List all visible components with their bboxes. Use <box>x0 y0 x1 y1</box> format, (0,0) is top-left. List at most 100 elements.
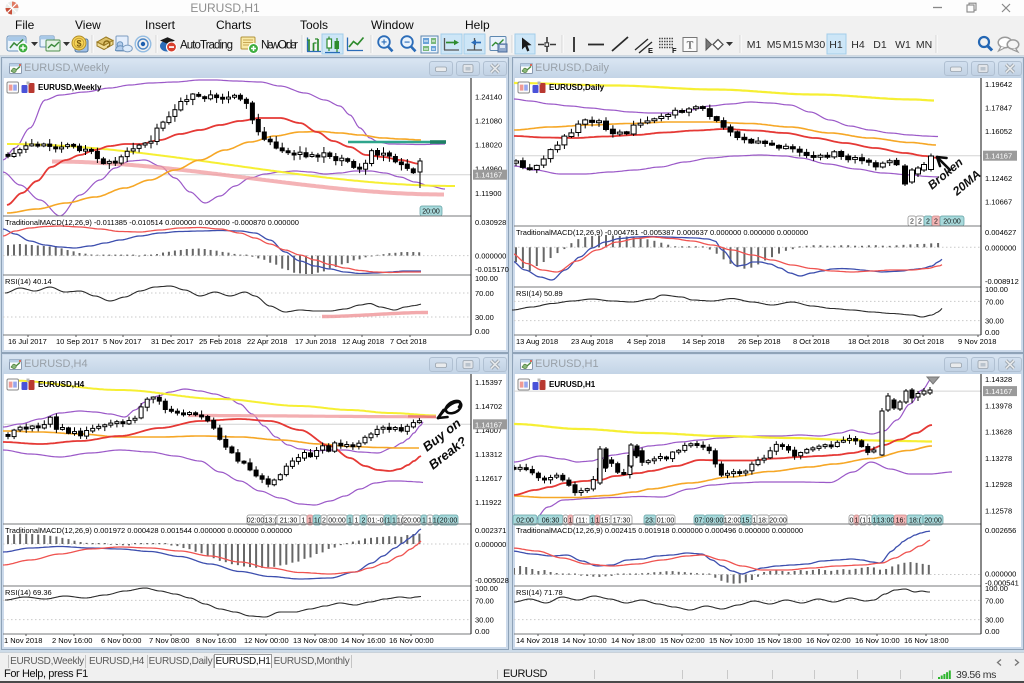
svg-text:15 Nov 18:00: 15 Nov 18:00 <box>757 636 802 645</box>
svg-text:18 Oct 2018: 18 Oct 2018 <box>848 337 889 346</box>
svg-text:0.000000: 0.000000 <box>475 540 506 549</box>
svg-text:14 Nov 10:00: 14 Nov 10:00 <box>562 636 607 645</box>
svg-text:1: 1 <box>392 518 396 525</box>
svg-text:16:: 16: <box>896 518 906 525</box>
svg-text:1: 1 <box>355 518 359 525</box>
svg-text:12 Nov 00:00: 12 Nov 00:00 <box>244 636 289 645</box>
svg-text:100.00: 100.00 <box>475 274 498 283</box>
svg-text:1.14702: 1.14702 <box>475 402 502 411</box>
svg-text:1.18020: 1.18020 <box>475 141 502 150</box>
svg-text:70.00: 70.00 <box>985 298 1004 307</box>
svg-text:1.24140: 1.24140 <box>475 92 502 101</box>
svg-text:1: 1 <box>308 518 312 525</box>
svg-text:RSI(14) 71.78: RSI(14) 71.78 <box>516 588 563 597</box>
svg-text:2: 2 <box>362 518 366 525</box>
svg-text:14 Nov 18:00: 14 Nov 18:00 <box>611 636 656 645</box>
svg-text:02:00: 02:00 <box>247 518 265 525</box>
svg-text:100.00: 100.00 <box>985 584 1008 593</box>
svg-text:4 Sep 2018: 4 Sep 2018 <box>627 337 665 346</box>
svg-text:1.12578: 1.12578 <box>985 507 1012 516</box>
svg-text:1: 1 <box>569 518 573 525</box>
svg-text:16 Nov 00:00: 16 Nov 00:00 <box>389 636 434 645</box>
svg-text:-0.005028: -0.005028 <box>475 576 509 585</box>
svg-text:70.00: 70.00 <box>985 597 1004 606</box>
svg-text:1.10667: 1.10667 <box>985 198 1012 207</box>
svg-text:15:: 15: <box>742 518 752 525</box>
svg-text:1: 1 <box>596 518 600 525</box>
svg-text:RSI(14) 50.89: RSI(14) 50.89 <box>516 289 563 298</box>
svg-text:1.14007: 1.14007 <box>475 426 502 435</box>
svg-text:31 Dec 2017: 31 Dec 2017 <box>151 337 194 346</box>
svg-text:0.00: 0.00 <box>475 627 490 636</box>
svg-text:AutoTrading: AutoTrading <box>180 40 233 52</box>
svg-text:TraditionalMACD(12,26,9) -0.01: TraditionalMACD(12,26,9) -0.011385 -0.01… <box>5 218 299 227</box>
svg-text:13 Nov 08:00: 13 Nov 08:00 <box>293 636 338 645</box>
svg-text:0.000000: 0.000000 <box>475 252 506 261</box>
svg-text:01:00: 01:00 <box>657 518 675 525</box>
svg-text:1: 1 <box>868 518 872 525</box>
svg-text:T: T <box>687 40 694 52</box>
svg-text:01:-0: 01:-0 <box>368 518 384 525</box>
svg-text:8 Nov 16:00: 8 Nov 16:00 <box>196 636 236 645</box>
svg-text:1.13312: 1.13312 <box>475 450 502 459</box>
svg-text:1: 1 <box>753 518 757 525</box>
svg-text:-0.008912: -0.008912 <box>985 277 1019 286</box>
svg-text:1.15397: 1.15397 <box>475 378 502 387</box>
svg-text:1.14167: 1.14167 <box>985 152 1012 161</box>
svg-text:M15: M15 <box>783 39 804 51</box>
svg-text:1.14167: 1.14167 <box>985 387 1012 396</box>
svg-text:5 Nov 2017: 5 Nov 2017 <box>103 337 141 346</box>
svg-text:(1: (1 <box>384 518 390 525</box>
svg-text:2: 2 <box>926 219 930 226</box>
svg-text:2: 2 <box>910 219 914 226</box>
svg-text:20:00: 20:00 <box>422 209 440 216</box>
svg-text:30.00: 30.00 <box>475 313 494 322</box>
svg-text:New Order: New Order <box>261 40 298 52</box>
svg-text:1.14167: 1.14167 <box>475 420 502 429</box>
svg-text:RSI(14) 69.36: RSI(14) 69.36 <box>5 588 52 597</box>
svg-text:20:00: 20:00 <box>440 518 458 525</box>
svg-text:8 Oct 2018: 8 Oct 2018 <box>793 337 830 346</box>
svg-text:0.000000: 0.000000 <box>985 570 1016 579</box>
svg-text:+: + <box>381 37 387 48</box>
svg-text:18:: 18: <box>758 518 768 525</box>
svg-text:1.21080: 1.21080 <box>475 117 502 126</box>
svg-text:18:(: 18:( <box>909 518 922 525</box>
svg-text:W1: W1 <box>895 39 911 51</box>
svg-text:25 Feb 2018: 25 Feb 2018 <box>199 337 241 346</box>
svg-text:20:00: 20:00 <box>403 518 421 525</box>
svg-text:1.14167: 1.14167 <box>475 171 502 180</box>
svg-text:MN: MN <box>916 39 932 51</box>
svg-text:M5: M5 <box>767 39 782 51</box>
svg-text:1.19642: 1.19642 <box>985 80 1012 89</box>
svg-text:7 Oct 2018: 7 Oct 2018 <box>390 337 427 346</box>
svg-text:2 Nov 16:00: 2 Nov 16:00 <box>52 636 92 645</box>
svg-text:22 Apr 2018: 22 Apr 2018 <box>247 337 287 346</box>
svg-text:0.004627: 0.004627 <box>985 228 1016 237</box>
svg-text:70.00: 70.00 <box>475 289 494 298</box>
svg-text:20:00: 20:00 <box>924 518 942 525</box>
svg-text:EURUSD,Weekly: EURUSD,Weekly <box>38 83 102 92</box>
svg-text:26 Sep 2018: 26 Sep 2018 <box>738 337 781 346</box>
svg-text:1.14328: 1.14328 <box>985 375 1012 384</box>
svg-text:1: 1 <box>873 518 877 525</box>
svg-text:14 Nov 2018: 14 Nov 2018 <box>516 636 559 645</box>
svg-text:1: 1 <box>591 518 595 525</box>
svg-text:1: 1 <box>302 518 306 525</box>
svg-text:16 Nov 18:00: 16 Nov 18:00 <box>904 636 949 645</box>
svg-text:1.16052: 1.16052 <box>985 127 1012 136</box>
svg-text:13:(: 13:( <box>264 518 277 525</box>
svg-text:12 Aug 2018: 12 Aug 2018 <box>342 337 384 346</box>
svg-text:17:30: 17:30 <box>613 518 631 525</box>
svg-text:14 Nov 16:00: 14 Nov 16:00 <box>341 636 386 645</box>
svg-text:16 Jul 2017: 16 Jul 2017 <box>8 337 47 346</box>
svg-text:30.00: 30.00 <box>985 317 1004 326</box>
svg-text:15 Nov 02:00: 15 Nov 02:00 <box>660 636 705 645</box>
svg-text:70.00: 70.00 <box>475 597 494 606</box>
svg-text:TraditionalMACD(12,26,9) 0.002: TraditionalMACD(12,26,9) 0.002415 0.0019… <box>516 526 803 535</box>
svg-text:13 Aug 2018: 13 Aug 2018 <box>516 337 558 346</box>
svg-text:0.002656: 0.002656 <box>985 526 1016 535</box>
svg-text:23:: 23: <box>645 518 655 525</box>
svg-text:06:30: 06:30 <box>542 518 560 525</box>
svg-text:1.12928: 1.12928 <box>985 480 1012 489</box>
